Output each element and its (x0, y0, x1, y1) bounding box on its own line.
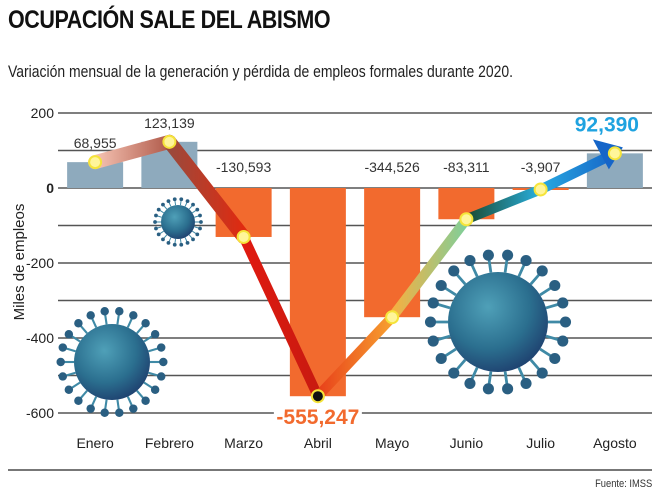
y-tick-label: 200 (31, 105, 55, 121)
y-axis-label: Miles de empleos (11, 204, 28, 321)
trend-segment (88, 134, 177, 170)
virus-icon (56, 306, 168, 418)
trend-segment (535, 148, 620, 195)
virus-icon (153, 197, 203, 247)
x-tick-label: Febrero (145, 435, 194, 451)
x-tick-label: Julio (526, 435, 555, 451)
x-tick-label: Abril (304, 435, 332, 451)
virus-icon (424, 249, 572, 395)
x-tick-label: Enero (76, 435, 114, 451)
x-tick-label: Agosto (593, 435, 637, 451)
data-point (310, 389, 325, 404)
y-tick-label: -600 (26, 405, 54, 421)
data-point (162, 134, 177, 149)
data-label: 123,139 (144, 115, 195, 131)
data-label: 68,955 (74, 135, 117, 151)
data-point (236, 229, 251, 244)
x-tick-label: Mayo (375, 435, 409, 451)
data-point (607, 146, 622, 161)
x-tick-label: Marzo (224, 435, 263, 451)
data-label: -3,907 (521, 159, 561, 175)
x-tick-label: Junio (450, 435, 484, 451)
data-point (533, 182, 548, 197)
data-point (88, 155, 103, 170)
data-label: 92,390 (575, 113, 639, 136)
trend-segment (461, 184, 546, 225)
data-label: -83,311 (443, 159, 490, 175)
trend-segment (162, 134, 251, 244)
data-label: -130,593 (216, 159, 271, 175)
data-point (459, 212, 474, 227)
chart-title: OCUPACIÓN SALE DEL ABISMO (8, 6, 331, 34)
y-tick-label: -400 (26, 330, 54, 346)
data-point (385, 310, 400, 325)
trend-segment (387, 214, 472, 323)
chart-subtitle: Variación mensual de la generación y pér… (8, 62, 513, 81)
y-tick-label: -200 (26, 255, 54, 271)
trend-segment (312, 312, 398, 402)
y-tick-label: 0 (46, 180, 54, 196)
trend-segment (238, 231, 323, 402)
source-note: Fuente: IMSS (594, 478, 652, 490)
data-label: -555,247 (276, 406, 359, 429)
data-label: -344,526 (364, 159, 419, 175)
